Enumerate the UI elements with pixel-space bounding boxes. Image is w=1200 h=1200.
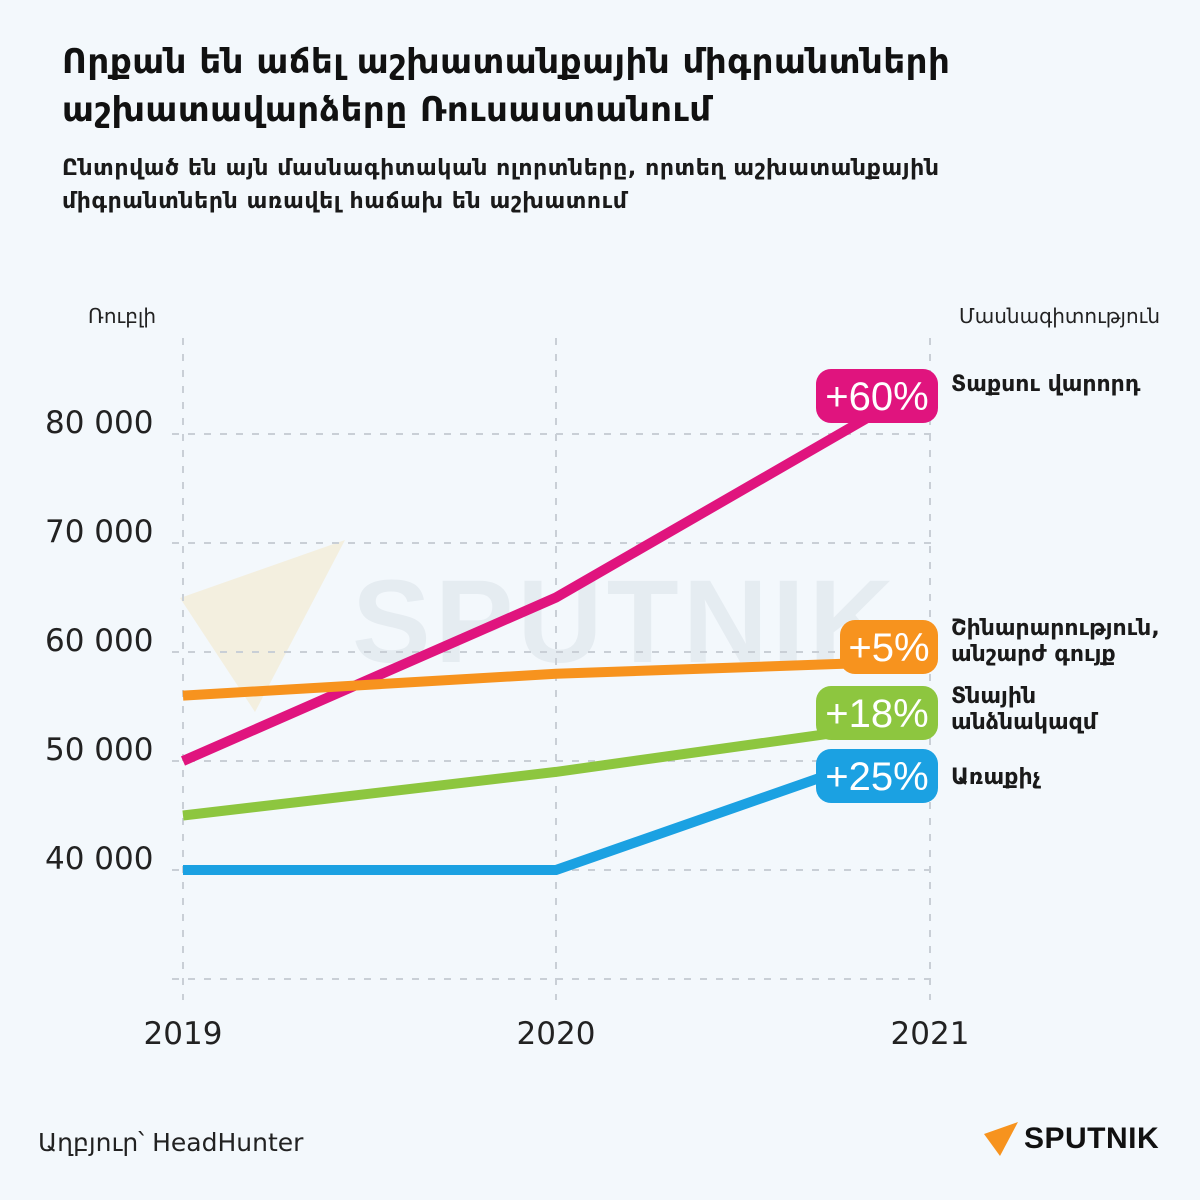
y-axis-label: Ռուբլի (88, 304, 156, 328)
series-line-Առաքիչ (183, 756, 870, 875)
change-badges: +60% +5% +18% +25% (816, 369, 938, 803)
x-tick-label: 2019 (144, 1016, 223, 1052)
axes: 40 000 50 000 60 000 70 000 80 000 2019 2020 20… (45, 304, 1160, 1052)
change-badge-background (816, 749, 938, 803)
series-name-label: Տաքսու վարորդ (951, 372, 1141, 397)
y-tick-label: 40 000 (45, 841, 153, 877)
watermark-logo-mark (180, 540, 345, 712)
change-badge-label: +18% (825, 692, 928, 736)
series-line-Տաքսու վարորդ (180, 413, 871, 766)
series-line-Տնային անձնակազմ (182, 723, 869, 821)
series-labels: Տաքսու վարորդ Շինարարություն,անշարժ գույք… (951, 372, 1160, 790)
change-badge-label: +60% (825, 375, 928, 419)
sputnik-logo: SPUTNIK (984, 1122, 1159, 1156)
change-badge-label: +5% (848, 626, 929, 670)
change-badge-background (816, 686, 938, 740)
x-tick-label: 2020 (517, 1016, 596, 1052)
subtitle-line-2: միգրանտներն առավել հաճախ են աշխատում (62, 189, 628, 214)
y-tick-label: 60 000 (45, 623, 153, 659)
series-name-label: Առաքիչ (951, 765, 1042, 790)
series-line-Շինարարություն, անշարժ գույք (182, 657, 869, 701)
sputnik-logo-icon (984, 1122, 1018, 1156)
source-note: Աղբյուր՝ HeadHunter (38, 1128, 304, 1157)
x-tick-label: 2021 (891, 1016, 970, 1052)
y-tick-label: 50 000 (45, 732, 153, 768)
change-badge-background (816, 369, 938, 423)
y-tick-label: 70 000 (45, 514, 153, 550)
chart-title: Որքան են աճել աշխատանքային միգրանտների ա… (62, 38, 1062, 134)
change-badge-background (840, 620, 938, 674)
series-name-label: անշարժ գույք (951, 642, 1116, 667)
chart-subtitle: Ընտրված են այն մասնագիտական ոլորտները, ո… (62, 152, 1112, 218)
series-name-label: անձնակազմ (951, 710, 1099, 735)
change-badge-label: +25% (825, 755, 928, 799)
subtitle-line-1: Ընտրված են այն մասնագիտական ոլորտները, ո… (62, 156, 940, 181)
series-name-label: Շինարարություն, (951, 616, 1160, 641)
sputnik-logo-text: SPUTNIK (1024, 1122, 1160, 1155)
y-tick-label: 80 000 (45, 405, 153, 441)
legend-title: Մասնագիտություն (959, 304, 1160, 328)
series-name-label: Տնային (951, 684, 1036, 709)
title-line-1: Որքան են աճել աշխատանքային միգրանտների (62, 42, 951, 82)
title-line-2: աշխատավարձերը Ռուսաստանում (62, 90, 712, 130)
series (180, 413, 871, 875)
